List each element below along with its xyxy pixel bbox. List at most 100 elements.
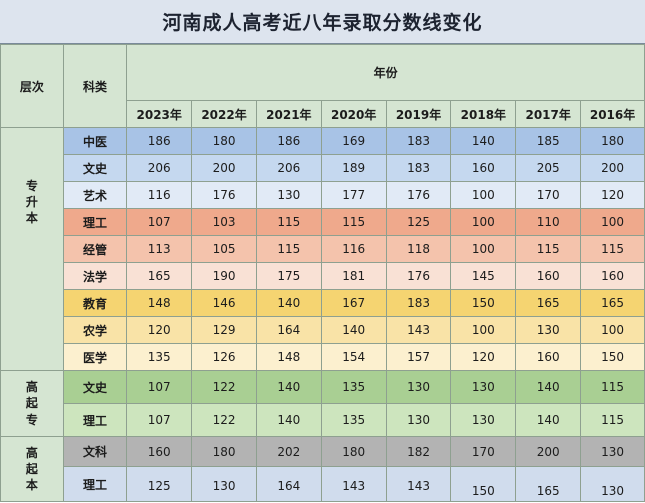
score-cell: 100 — [580, 316, 645, 344]
score-cell: 115 — [320, 208, 387, 236]
score-cell: 113 — [126, 235, 193, 263]
year-header: 2019年 — [385, 100, 452, 128]
score-cell: 183 — [385, 127, 452, 155]
score-cell: 176 — [385, 262, 452, 290]
score-cell: 118 — [385, 235, 452, 263]
score-cell: 107 — [126, 403, 193, 437]
subject-cell: 文史 — [62, 154, 128, 182]
subject-cell: 理工 — [62, 208, 128, 236]
subject-cell: 理工 — [62, 403, 128, 437]
years-header: 年份 — [126, 44, 645, 101]
score-cell: 125 — [385, 208, 452, 236]
subject-cell: 文史 — [62, 370, 128, 404]
score-cell: 202 — [255, 436, 322, 467]
subject-cell: 经管 — [62, 235, 128, 263]
level-char: 本 — [25, 211, 38, 226]
score-cell: 100 — [450, 235, 517, 263]
score-cell: 130 — [385, 403, 452, 437]
score-cell: 115 — [580, 235, 645, 263]
subject-cell: 教育 — [62, 289, 128, 317]
score-cell: 143 — [385, 316, 452, 344]
score-cell: 148 — [255, 343, 322, 371]
table-row: 法学 165 190 175 181 176 145 160 160 — [1, 262, 645, 290]
score-cell: 130 — [191, 466, 257, 502]
score-cell: 148 — [126, 289, 193, 317]
score-cell: 122 — [191, 370, 257, 404]
year-header: 2020年 — [320, 100, 387, 128]
score-cell: 140 — [255, 289, 322, 317]
score-cell: 170 — [450, 436, 517, 467]
subject-cell: 医学 — [62, 343, 128, 371]
score-cell: 107 — [126, 370, 193, 404]
subject-cell: 文科 — [62, 436, 128, 467]
year-header: 2022年 — [191, 100, 257, 128]
score-cell: 135 — [126, 343, 193, 371]
score-cell: 180 — [320, 436, 387, 467]
year-header: 2017年 — [515, 100, 582, 128]
score-cell: 200 — [580, 154, 645, 182]
score-cell: 180 — [191, 436, 257, 467]
score-cell: 143 — [320, 466, 387, 502]
score-cell: 160 — [515, 262, 582, 290]
score-cell: 103 — [191, 208, 257, 236]
score-cell: 180 — [191, 127, 257, 155]
sheet-title: 河南成人高考近八年录取分数线变化 — [0, 0, 645, 44]
score-cell: 146 — [191, 289, 257, 317]
table-row: 农学 120 129 164 140 143 100 130 100 — [1, 316, 645, 344]
table-row: 理工 107 122 140 135 130 130 140 115 — [1, 403, 645, 437]
score-cell: 100 — [450, 316, 517, 344]
level-char: 高 — [25, 445, 38, 460]
score-cell: 205 — [515, 154, 582, 182]
subject-cell: 艺术 — [62, 181, 128, 209]
score-cell: 115 — [580, 370, 645, 404]
score-cell: 200 — [515, 436, 582, 467]
score-cell: 140 — [320, 316, 387, 344]
score-cell: 185 — [515, 127, 582, 155]
score-cell: 169 — [320, 127, 387, 155]
score-cell: 160 — [126, 436, 193, 467]
score-cell: 186 — [255, 127, 322, 155]
score-cell: 150 — [450, 289, 517, 317]
score-cell: 135 — [320, 370, 387, 404]
score-cell: 206 — [126, 154, 193, 182]
score-cell: 182 — [385, 436, 452, 467]
level-cell: 高起专 — [0, 370, 64, 437]
score-cell: 140 — [515, 370, 582, 404]
year-header: 2021年 — [255, 100, 322, 128]
score-cell: 126 — [191, 343, 257, 371]
table-row: 高起专文史 107 122 140 135 130 130 140 115 — [0, 370, 645, 437]
score-cell: 200 — [191, 154, 257, 182]
table-row: 理工 107 103 115 115 125 100 110 100 — [1, 208, 645, 236]
score-cell: 160 — [515, 343, 582, 371]
score-cell: 122 — [191, 403, 257, 437]
score-cell: 160 — [450, 154, 517, 182]
score-cell: 140 — [515, 403, 582, 437]
score-cell: 181 — [320, 262, 387, 290]
score-cell: 176 — [385, 181, 452, 209]
score-cell: 165 — [580, 289, 645, 317]
table-row: 专升本中医 186 180 186 169 183 140 185 180 — [0, 127, 645, 371]
score-cell: 110 — [515, 208, 582, 236]
score-cell: 130 — [515, 316, 582, 344]
subject-cell: 农学 — [62, 316, 128, 344]
subject-cell: 理工 — [62, 466, 128, 502]
score-cell: 176 — [191, 181, 257, 209]
score-cell: 115 — [515, 235, 582, 263]
score-cell: 180 — [580, 127, 645, 155]
score-cell: 130 — [385, 370, 452, 404]
score-cell: 164 — [255, 316, 322, 344]
score-cell: 130 — [450, 370, 517, 404]
score-cell: 186 — [126, 127, 193, 155]
score-cell: 130 — [255, 181, 322, 209]
table-row: 医学 135 126 148 154 157 120 160 150 — [1, 343, 645, 371]
score-cell: 135 — [320, 403, 387, 437]
score-cell: 206 — [255, 154, 322, 182]
score-cell: 190 — [191, 262, 257, 290]
score-cell: 129 — [191, 316, 257, 344]
table-row: 经管 113 105 115 116 118 100 115 115 — [1, 235, 645, 263]
subject-cell: 中医 — [62, 127, 128, 155]
score-cell: 130 — [580, 466, 645, 502]
score-cell: 175 — [255, 262, 322, 290]
level-header: 层次 — [0, 44, 64, 128]
score-cell: 100 — [580, 208, 645, 236]
